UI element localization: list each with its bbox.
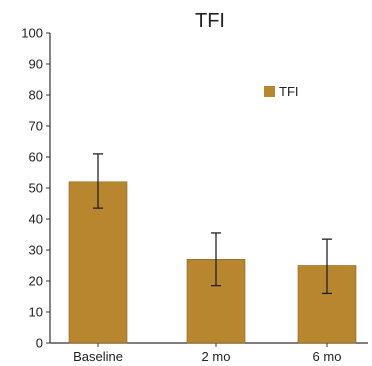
y-tick-label: 10 [29,305,43,320]
bars [68,153,357,344]
y-tick-label: 80 [29,88,43,103]
y-tick-label: 50 [29,181,43,196]
x-tick-label: 6 mo [313,349,342,364]
y-tick-label: 20 [29,274,43,289]
y-tick-label: 90 [29,57,43,72]
legend-swatch [264,86,275,97]
x-tick-label: Baseline [73,349,123,364]
chart-title: TFI [195,10,225,32]
legend: TFI [264,84,299,99]
y-tick-label: 0 [36,336,43,351]
y-tick-label: 40 [29,212,43,227]
x-tick-label: 2 mo [202,349,231,364]
y-tick-label: 70 [29,119,43,134]
y-tick-label: 60 [29,150,43,165]
axes: 0 10 20 30 40 50 60 70 80 90 100 Baseline 2 mo 6 mo [21,26,368,364]
y-tick-label: 30 [29,243,43,258]
legend-label: TFI [279,84,299,99]
y-tick-label: 100 [21,26,43,41]
